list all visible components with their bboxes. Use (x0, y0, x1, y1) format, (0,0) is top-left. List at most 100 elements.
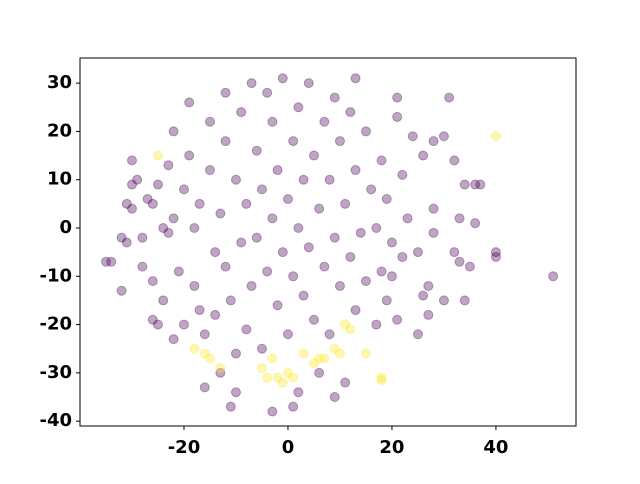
point (147, 198, 158, 209)
point (308, 358, 319, 369)
point (204, 353, 215, 364)
point (490, 251, 501, 262)
point (282, 367, 293, 378)
point (334, 136, 345, 147)
point (329, 343, 340, 354)
point (376, 266, 387, 277)
point (267, 406, 278, 417)
point (272, 300, 283, 311)
point (199, 348, 210, 359)
point (454, 213, 465, 224)
point (475, 179, 486, 190)
point (308, 150, 319, 161)
point (220, 136, 231, 147)
point (298, 348, 309, 359)
point (288, 401, 299, 412)
point (272, 372, 283, 383)
point (210, 247, 221, 258)
point (230, 348, 241, 359)
point (360, 348, 371, 359)
point (319, 261, 330, 272)
point (428, 136, 439, 147)
point (256, 184, 267, 195)
y-tick-label: -10 (39, 265, 72, 286)
point (277, 73, 288, 84)
point (345, 251, 356, 262)
point (288, 271, 299, 282)
point (158, 222, 169, 233)
point (189, 280, 200, 291)
y-tick-label: -30 (39, 362, 72, 383)
point (470, 218, 481, 229)
point (438, 295, 449, 306)
point (324, 174, 335, 185)
point (470, 179, 481, 190)
point (246, 78, 257, 89)
point (329, 92, 340, 103)
point (236, 107, 247, 118)
point (345, 107, 356, 118)
point (262, 87, 273, 98)
point (121, 237, 132, 248)
point (168, 126, 179, 137)
point (132, 174, 143, 185)
point (152, 179, 163, 190)
point (277, 247, 288, 258)
point (220, 87, 231, 98)
point (329, 232, 340, 243)
point (126, 203, 137, 214)
point (215, 367, 226, 378)
point (267, 213, 278, 224)
point (381, 194, 392, 205)
point (350, 305, 361, 316)
y-tick-label: 20 (47, 120, 72, 141)
point (194, 198, 205, 209)
point (303, 78, 314, 89)
point (184, 150, 195, 161)
point (298, 290, 309, 301)
point (246, 280, 257, 291)
point (402, 213, 413, 224)
point (189, 343, 200, 354)
point (386, 271, 397, 282)
point (236, 237, 247, 248)
point (163, 160, 174, 171)
point (142, 194, 153, 205)
point (350, 73, 361, 84)
plot-frame (79, 57, 577, 427)
point (121, 198, 132, 209)
point (418, 150, 429, 161)
point (106, 256, 117, 267)
point (428, 203, 439, 214)
point (350, 165, 361, 176)
x-tick-label: 20 (379, 437, 404, 458)
point (256, 363, 267, 374)
point (204, 165, 215, 176)
point (392, 92, 403, 103)
point (204, 116, 215, 127)
point (215, 208, 226, 219)
y-tick-label: 0 (59, 217, 72, 238)
point (100, 256, 111, 267)
point (423, 280, 434, 291)
point (230, 174, 241, 185)
point (355, 227, 366, 238)
point (397, 169, 408, 180)
point (267, 116, 278, 127)
point (454, 256, 465, 267)
point (184, 97, 195, 108)
point (168, 213, 179, 224)
point (449, 247, 460, 258)
point (459, 179, 470, 190)
point (329, 392, 340, 403)
point (392, 111, 403, 122)
point (449, 155, 460, 166)
x-tick-label: -20 (168, 437, 201, 458)
point (298, 174, 309, 185)
point (371, 319, 382, 330)
point (438, 131, 449, 142)
point (345, 324, 356, 335)
point (126, 179, 137, 190)
point (490, 131, 501, 142)
